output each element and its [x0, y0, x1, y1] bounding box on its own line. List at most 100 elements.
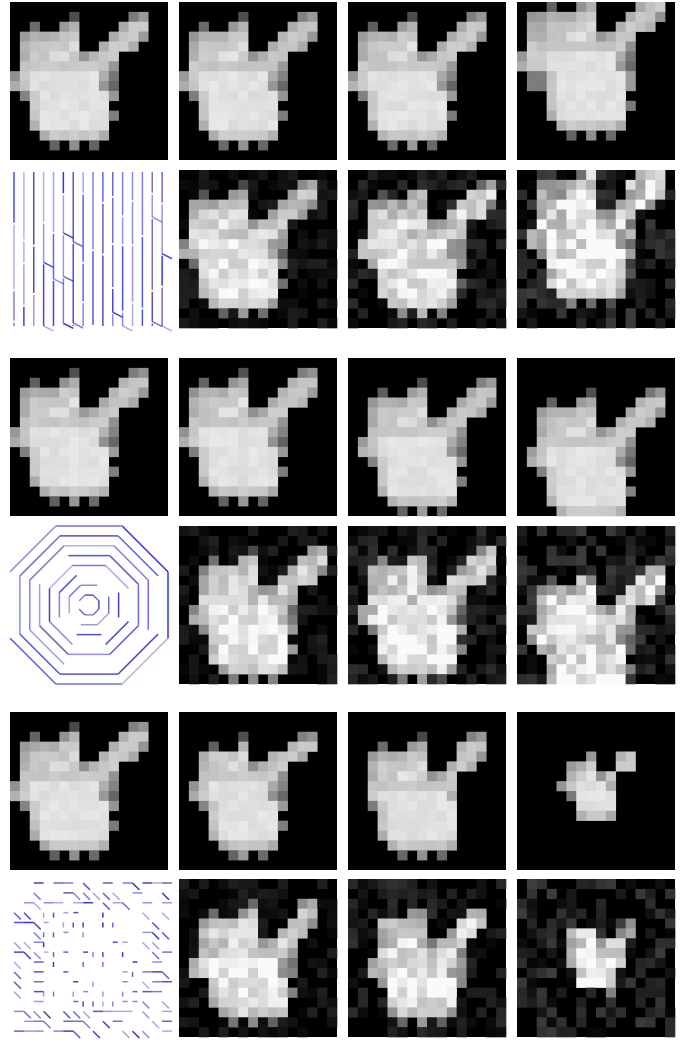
- pixel: [596, 674, 606, 684]
- pixel: [368, 427, 378, 437]
- pixel: [228, 259, 238, 269]
- pixel: [89, 427, 99, 437]
- pixel: [238, 781, 248, 791]
- pixel: [89, 91, 99, 101]
- pixel: [427, 71, 437, 81]
- pixel: [368, 447, 378, 457]
- pixel: [476, 556, 486, 566]
- pixel: [219, 81, 229, 91]
- pixel: [496, 289, 506, 299]
- pixel: [258, 477, 268, 487]
- pixel: [348, 978, 358, 988]
- pixel: [437, 200, 447, 210]
- pixel: [79, 801, 89, 811]
- pixel: [199, 101, 209, 111]
- pixel: [79, 71, 89, 81]
- pixel: [69, 81, 79, 91]
- pixel: [645, 388, 655, 398]
- pixel: [476, 239, 486, 249]
- pixel: [586, 978, 596, 988]
- pixel: [427, 546, 437, 556]
- pixel: [427, 899, 437, 909]
- pixel: [248, 229, 258, 239]
- pixel: [228, 978, 238, 988]
- pixel: [486, 605, 496, 615]
- pixel: [616, 249, 626, 259]
- pixel: [645, 22, 655, 32]
- pixel: [397, 496, 407, 506]
- pixel: [427, 674, 437, 684]
- pixel: [407, 998, 417, 1008]
- pixel: [437, 496, 447, 506]
- pixel: [547, 279, 557, 289]
- pixel: [69, 771, 79, 781]
- pixel: [476, 536, 486, 546]
- pixel: [427, 447, 437, 457]
- pixel: [129, 388, 139, 398]
- pixel: [258, 781, 268, 791]
- pixel: [258, 654, 268, 664]
- pixel: [616, 1007, 626, 1017]
- pixel: [417, 229, 427, 239]
- pixel: [199, 771, 209, 781]
- pixel: [547, 259, 557, 269]
- pixel: [298, 308, 308, 318]
- pixel: [99, 801, 109, 811]
- pixel: [307, 200, 317, 210]
- pixel: [307, 605, 317, 615]
- pixel: [447, 467, 457, 477]
- pixel: [447, 1007, 457, 1017]
- pixel: [586, 91, 596, 101]
- pixel: [99, 437, 109, 447]
- pixel: [209, 388, 219, 398]
- pixel: [437, 467, 447, 477]
- pixel: [378, 219, 388, 229]
- pixel: [59, 467, 69, 477]
- pixel: [626, 467, 636, 477]
- pixel: [258, 121, 268, 131]
- pixel: [228, 566, 238, 576]
- pixel: [228, 654, 238, 664]
- pixel: [378, 948, 388, 958]
- pixel: [447, 407, 457, 417]
- pixel: [447, 801, 457, 811]
- pixel: [665, 239, 675, 249]
- pixel: [317, 190, 327, 200]
- pixel: [566, 889, 576, 899]
- pixel: [298, 210, 308, 220]
- pixel: [368, 249, 378, 259]
- pixel: [209, 635, 219, 645]
- pixel: [298, 752, 308, 762]
- pixel: [486, 635, 496, 645]
- pixel: [278, 42, 288, 52]
- pixel: [645, 200, 655, 210]
- pixel: [467, 190, 477, 200]
- pixel: [576, 190, 586, 200]
- pixel: [258, 229, 268, 239]
- pixel: [278, 575, 288, 585]
- pixel: [557, 635, 567, 645]
- pixel: [596, 654, 606, 664]
- pixel: [517, 269, 527, 279]
- pixel: [228, 417, 238, 427]
- pixel: [209, 615, 219, 625]
- pixel: [645, 566, 655, 576]
- pixel: [537, 526, 547, 536]
- pixel: [307, 635, 317, 645]
- pixel: [228, 595, 238, 605]
- pixel: [99, 121, 109, 131]
- pixel: [447, 595, 457, 605]
- pixel: [368, 615, 378, 625]
- pixel: [209, 447, 219, 457]
- pixel: [586, 170, 596, 180]
- pixel: [636, 654, 646, 664]
- pixel: [645, 2, 655, 12]
- pixel: [69, 457, 79, 467]
- pixel: [586, 289, 596, 299]
- pixel: [557, 615, 567, 625]
- pixel: [327, 190, 337, 200]
- pixel: [238, 259, 248, 269]
- pixel: [537, 219, 547, 229]
- pixel: [228, 938, 238, 948]
- pixel: [219, 210, 229, 220]
